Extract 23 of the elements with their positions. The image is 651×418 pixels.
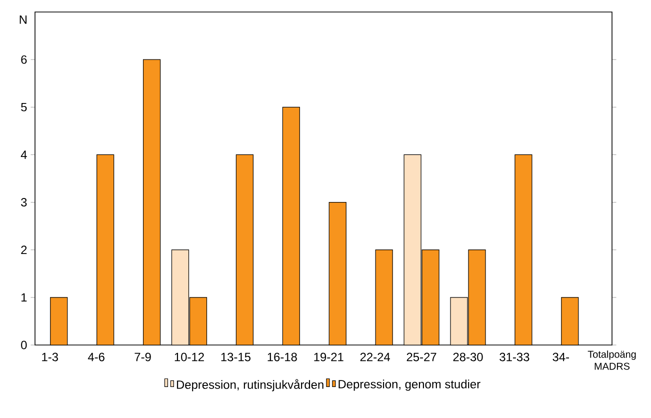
y-tick-label: 2 (21, 246, 27, 254)
y-tick-label: 1 (21, 293, 27, 302)
legend-label: Depression, genom studier (338, 380, 480, 391)
x-tick-label: 31-33 (500, 352, 530, 362)
x-tick-label: 16-18 (268, 352, 297, 362)
y-tick-label: 5 (21, 102, 27, 112)
x-tick-label: 22-24 (360, 352, 390, 362)
x-tick-label: 7-9 (134, 352, 151, 362)
y-tick-label: 4 (20, 150, 27, 159)
legend-label: Depression, rutinsjukvården (176, 379, 324, 392)
x-tick-label: 1-3 (42, 352, 58, 362)
y-axis-title: N (20, 16, 26, 24)
y-tick-label: 6 (21, 55, 27, 64)
x-tick-label: 34- (552, 352, 570, 362)
y-tick-label: 0 (21, 340, 27, 350)
x-tick-label: 19-21 (314, 352, 344, 362)
y-tick-label: 3 (21, 198, 27, 207)
x-tick-label: 4-6 (88, 352, 104, 362)
x-tick-label: 13-15 (221, 352, 250, 362)
x-tick-label: 25-27 (406, 352, 436, 362)
x-tick-label: 10-12 (174, 352, 204, 362)
x-axis-title: Totalpoäng MADRS (588, 350, 636, 370)
x-tick-label: 28-30 (453, 352, 483, 362)
